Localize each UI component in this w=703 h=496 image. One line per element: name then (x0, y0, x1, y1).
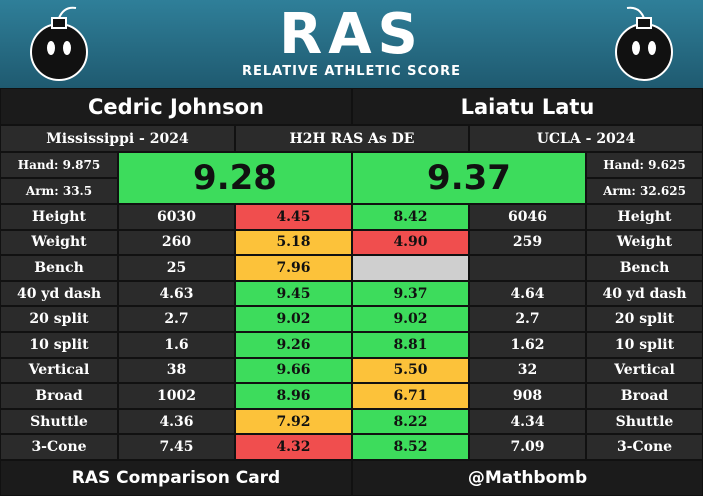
score: 4.32 (235, 434, 352, 460)
score: 8.81 (352, 332, 469, 358)
score: 9.26 (235, 332, 352, 358)
arm: Arm: 32.625 (586, 178, 703, 204)
metric: 3-Cone (586, 434, 703, 460)
metric: Bench (0, 255, 118, 281)
ras-score: 9.28 (118, 152, 352, 204)
logo-subtitle: RELATIVE ATHLETIC SCORE (242, 64, 461, 79)
metric: Bench (586, 255, 703, 281)
value: 4.64 (469, 280, 586, 307)
score: 9.45 (235, 280, 352, 307)
metric: Height (0, 204, 118, 230)
score: 9.66 (235, 357, 352, 384)
matchup: H2H RAS As DE (235, 125, 469, 152)
metric: 20 split (0, 306, 118, 332)
value: 38 (118, 357, 235, 384)
value: 32 (469, 357, 586, 384)
value: 6030 (118, 204, 235, 230)
score: 9.02 (352, 306, 469, 332)
hand: Hand: 9.625 (586, 152, 703, 178)
metric: 10 split (586, 332, 703, 358)
metric: Vertical (0, 357, 118, 384)
value: 1.6 (118, 332, 235, 358)
value: 259 (469, 229, 586, 256)
value (469, 255, 586, 281)
metric: 40 yd dash (0, 280, 118, 307)
player-name: Cedric Johnson (0, 88, 352, 125)
metric: Shuttle (586, 408, 703, 435)
score: 7.92 (235, 408, 352, 435)
value: 1.62 (469, 332, 586, 358)
metric: Weight (0, 229, 118, 256)
value: 4.34 (469, 408, 586, 435)
logo: RAS (279, 2, 424, 67)
value: 908 (469, 383, 586, 409)
metric: 20 split (586, 306, 703, 332)
metric: Broad (586, 383, 703, 409)
value: 2.7 (469, 306, 586, 332)
metric: 10 split (0, 332, 118, 358)
value: 4.63 (118, 280, 235, 307)
value: 25 (118, 255, 235, 281)
value: 7.45 (118, 434, 235, 460)
score: 8.42 (352, 204, 469, 230)
value: 260 (118, 229, 235, 256)
footer-text: @Mathbomb (352, 460, 703, 496)
value: 2.7 (118, 306, 235, 332)
ras-score: 9.37 (352, 152, 586, 204)
score: 4.45 (235, 204, 352, 230)
player-name: Laiatu Latu (352, 88, 703, 125)
school: UCLA - 2024 (469, 125, 703, 152)
score: 8.96 (235, 383, 352, 409)
value: 6046 (469, 204, 586, 230)
score (352, 255, 469, 281)
score: 9.37 (352, 280, 469, 307)
metric: Height (586, 204, 703, 230)
header: RAS RELATIVE ATHLETIC SCORE (0, 0, 703, 88)
score: 8.52 (352, 434, 469, 460)
score: 8.22 (352, 408, 469, 435)
value: 7.09 (469, 434, 586, 460)
hand: Hand: 9.875 (0, 152, 118, 178)
score: 6.71 (352, 383, 469, 409)
score: 5.50 (352, 357, 469, 384)
metric: Shuttle (0, 408, 118, 435)
score: 9.02 (235, 306, 352, 332)
metric: 40 yd dash (586, 280, 703, 307)
score: 5.18 (235, 229, 352, 256)
value: 4.36 (118, 408, 235, 435)
bomb-icon (30, 6, 88, 81)
bomb-icon (615, 6, 673, 81)
metric: 3-Cone (0, 434, 118, 460)
metric: Broad (0, 383, 118, 409)
score: 4.90 (352, 229, 469, 256)
metric: Vertical (586, 357, 703, 384)
score: 7.96 (235, 255, 352, 281)
arm: Arm: 33.5 (0, 178, 118, 204)
school: Mississippi - 2024 (0, 125, 235, 152)
footer-text: RAS Comparison Card (0, 460, 352, 496)
metric: Weight (586, 229, 703, 256)
value: 1002 (118, 383, 235, 409)
